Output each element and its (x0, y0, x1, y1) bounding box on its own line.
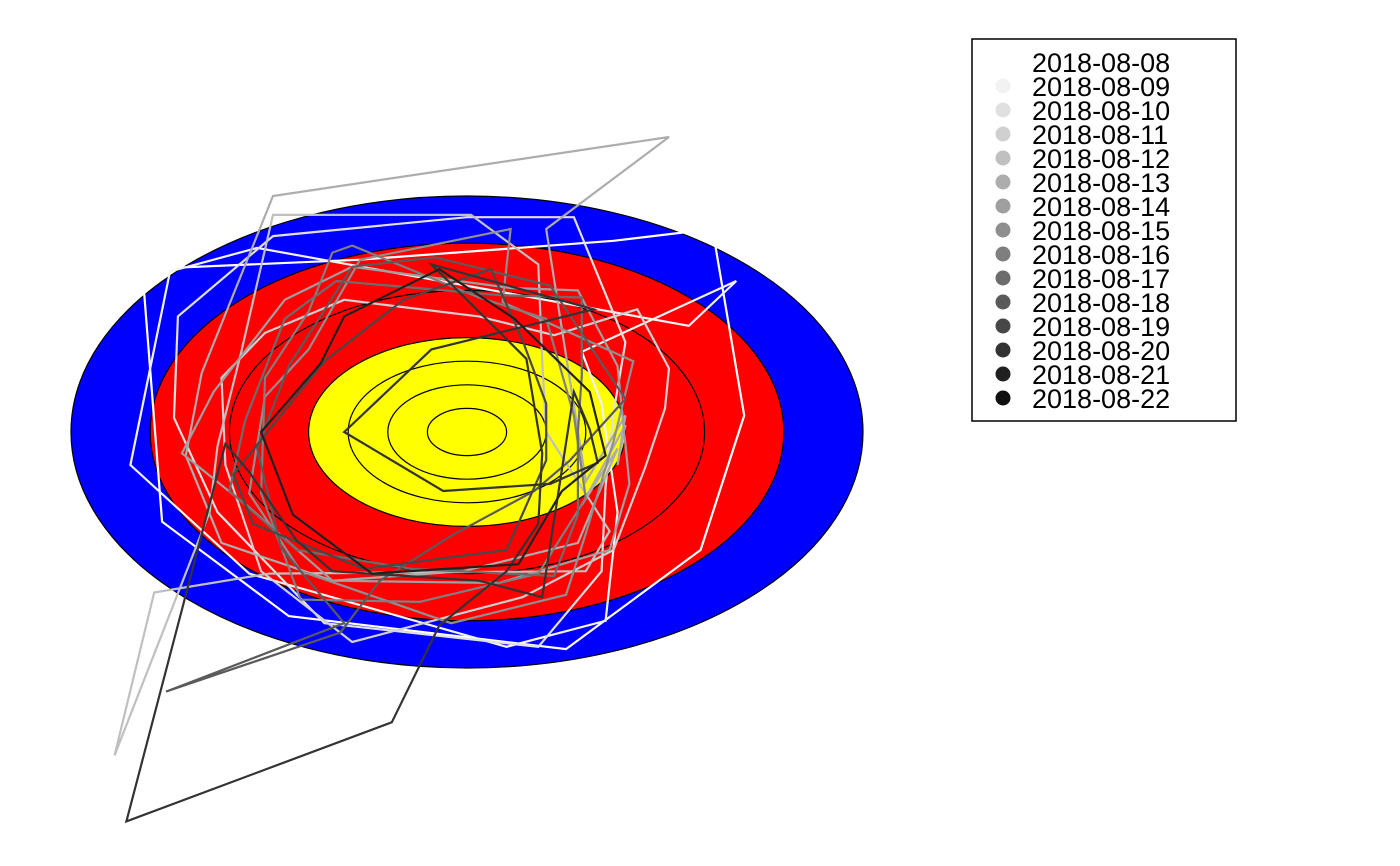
legend-item: 2018-08-10 (995, 96, 1170, 126)
legend-item: 2018-08-17 (995, 264, 1170, 294)
legend-label: 2018-08-15 (1032, 216, 1170, 246)
legend-label: 2018-08-10 (1032, 96, 1170, 126)
legend-marker (995, 174, 1011, 190)
legend-item: 2018-08-09 (995, 72, 1170, 102)
series-polygon-2018-08-18 (165, 256, 627, 693)
legend-item: 2018-08-08 (995, 48, 1170, 78)
legend: 2018-08-082018-08-092018-08-102018-08-11… (971, 38, 1237, 422)
series-polygon-2018-08-08 (141, 227, 746, 651)
legend-item: 2018-08-16 (995, 240, 1170, 270)
legend-marker (995, 246, 1011, 262)
legend-marker (995, 270, 1011, 286)
legend-item: 2018-08-18 (995, 288, 1170, 318)
legend-item: 2018-08-21 (995, 360, 1170, 390)
legend-label: 2018-08-14 (1032, 192, 1170, 222)
series-polygon-2018-08-11 (220, 298, 671, 644)
series-polygon-2018-08-16 (259, 244, 587, 604)
legend-marker (995, 222, 1011, 238)
legend-marker (995, 78, 1011, 94)
series-polygon-2018-08-21 (259, 267, 607, 575)
legend-marker (995, 150, 1011, 166)
legend-label: 2018-08-09 (1032, 72, 1170, 102)
legend-marker (995, 366, 1011, 382)
series-polygon-2018-08-17 (228, 279, 583, 578)
legend-label: 2018-08-18 (1032, 288, 1170, 318)
series-layer (113, 135, 746, 824)
legend-marker (995, 198, 1011, 214)
legend-marker (995, 318, 1011, 334)
target-ring-5 (347, 360, 587, 504)
legend-label: 2018-08-20 (1032, 336, 1170, 366)
series-polygon-2018-08-12 (113, 213, 611, 756)
legend-item: 2018-08-14 (995, 192, 1170, 222)
legend-item: 2018-08-15 (995, 216, 1170, 246)
legend-label: 2018-08-19 (1032, 312, 1170, 342)
legend-marker (995, 126, 1011, 142)
series-polygon-2018-08-20 (124, 262, 599, 824)
legend-label: 2018-08-08 (1032, 48, 1170, 78)
legend-item: 2018-08-13 (995, 168, 1170, 198)
legend-marker (995, 390, 1011, 406)
legend-marker (995, 54, 1011, 70)
legend-item: 2018-08-20 (995, 336, 1170, 366)
legend-marker (995, 294, 1011, 310)
legend-marker (995, 342, 1011, 358)
legend-item: 2018-08-22 (995, 384, 1170, 414)
legend-item: 2018-08-12 (995, 144, 1170, 174)
legend-marker (995, 102, 1011, 118)
legend-label: 2018-08-17 (1032, 264, 1170, 294)
legend-items: 2018-08-082018-08-092018-08-102018-08-11… (995, 48, 1170, 414)
legend-item: 2018-08-19 (995, 312, 1170, 342)
legend-label: 2018-08-22 (1032, 384, 1170, 414)
legend-label: 2018-08-11 (1032, 120, 1168, 150)
legend-label: 2018-08-12 (1032, 144, 1170, 174)
legend-label: 2018-08-13 (1032, 168, 1170, 198)
target-ring-3 (228, 289, 706, 575)
legend-label: 2018-08-16 (1032, 240, 1170, 270)
series-polygon-2018-08-15 (248, 227, 635, 625)
legend-box (971, 38, 1237, 422)
legend-item: 2018-08-11 (995, 120, 1168, 150)
series-polygon-2018-08-19 (232, 267, 548, 571)
legend-label: 2018-08-21 (1032, 360, 1170, 390)
target-ring-7 (426, 407, 508, 457)
